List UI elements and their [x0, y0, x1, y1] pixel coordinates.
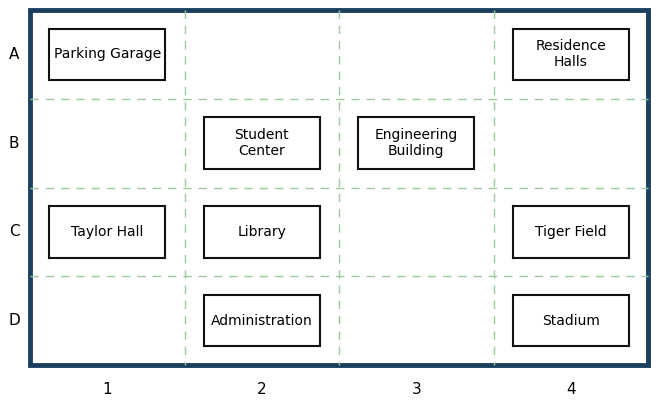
Bar [513, 206, 628, 258]
Text: 2: 2 [257, 382, 266, 397]
Bar [49, 29, 165, 80]
Text: D: D [8, 313, 20, 328]
Text: B: B [9, 136, 19, 151]
Text: Taylor Hall: Taylor Hall [71, 225, 143, 239]
Text: Student
Center: Student Center [234, 128, 289, 158]
Text: Residence
Halls: Residence Halls [536, 39, 606, 69]
Text: C: C [9, 224, 19, 239]
Text: Engineering
Building: Engineering Building [374, 128, 458, 158]
Bar [513, 29, 628, 80]
Bar [359, 117, 474, 169]
Text: Library: Library [238, 225, 286, 239]
Text: Parking Garage: Parking Garage [53, 48, 161, 61]
Bar [204, 117, 320, 169]
Text: 4: 4 [566, 382, 576, 397]
Text: A: A [9, 47, 19, 62]
Bar [513, 295, 628, 346]
Text: 1: 1 [103, 382, 112, 397]
Bar [49, 206, 165, 258]
Text: Tiger Field: Tiger Field [535, 225, 607, 239]
Text: Administration: Administration [211, 314, 313, 328]
Bar [30, 10, 648, 365]
Text: 3: 3 [411, 382, 421, 397]
Bar [204, 295, 320, 346]
Bar [204, 206, 320, 258]
Text: Stadium: Stadium [542, 314, 599, 328]
